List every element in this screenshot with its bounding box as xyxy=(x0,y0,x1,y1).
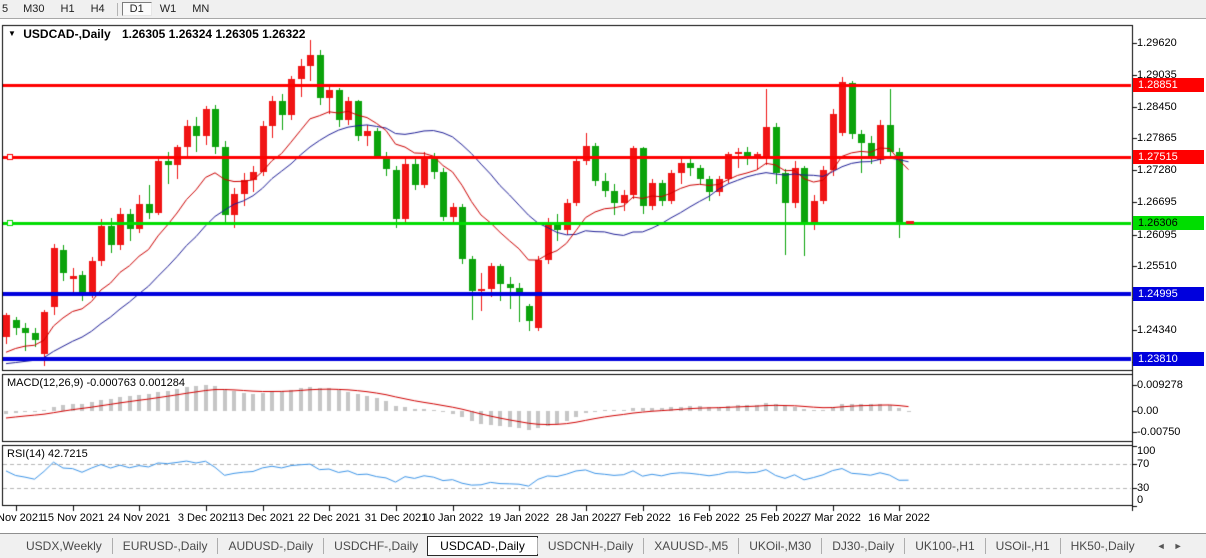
rsi-tick-label: 70 xyxy=(1137,458,1150,470)
date-axis-label: 22 Dec 2021 xyxy=(297,512,361,524)
tab-xauusd-m5[interactable]: XAUUSD-,M5 xyxy=(643,538,738,554)
price-tick-label: 1.29620 xyxy=(1137,37,1177,49)
date-axis-label: 15 Nov 2021 xyxy=(41,512,105,524)
price-tick-label: 1.27865 xyxy=(1137,132,1177,144)
date-axis-label: 19 Jan 2022 xyxy=(488,512,550,524)
price-level-badge: 1.27515 xyxy=(1133,150,1204,164)
chevron-down-icon[interactable]: ▼ xyxy=(8,29,16,38)
tab-usoil-h1[interactable]: USOil-,H1 xyxy=(984,538,1060,554)
macd-indicator-label: MACD(12,26,9) -0.000763 0.001284 xyxy=(7,377,185,389)
chart-ohlc-values: 1.26305 1.26324 1.26305 1.26322 xyxy=(121,27,306,41)
tab-usdcnh-daily[interactable]: USDCNH-,Daily xyxy=(536,538,643,554)
tab-scroll-left-icon[interactable]: ◄ xyxy=(1156,541,1166,551)
price-tick-label: 1.28450 xyxy=(1137,101,1177,113)
timeframe-d1-button[interactable]: D1 xyxy=(121,2,152,16)
rsi-tick-label: 30 xyxy=(1137,482,1150,494)
timeframe-m30-button[interactable]: M30 xyxy=(23,3,45,15)
price-tick-label: 1.24340 xyxy=(1137,324,1177,336)
rsi-indicator-label: RSI(14) 42.7215 xyxy=(7,448,88,460)
tab-hk50-daily[interactable]: HK50-,Daily xyxy=(1059,538,1145,554)
chart-symbol-label: USDCAD-,Daily xyxy=(23,27,111,41)
timeframe-h1-button[interactable]: H1 xyxy=(60,3,75,15)
timeframe-m5-button[interactable]: 5 xyxy=(2,3,9,15)
timeframe-mn-button[interactable]: MN xyxy=(192,3,210,15)
price-level-badge: 1.26306 xyxy=(1133,216,1204,230)
date-axis-label: 28 Jan 2022 xyxy=(555,512,617,524)
tab-audusd-daily[interactable]: AUDUSD-,Daily xyxy=(217,538,323,554)
tab-ukoil-m30[interactable]: UKOil-,M30 xyxy=(738,538,821,554)
rsi-tick-label: 0 xyxy=(1137,494,1144,506)
price-tick-label: 1.26095 xyxy=(1137,229,1177,241)
price-level-badge: 1.23810 xyxy=(1133,352,1204,366)
price-level-badge: 1.28851 xyxy=(1133,78,1204,92)
toolbar-separator xyxy=(116,2,118,16)
date-axis-label: 13 Dec 2021 xyxy=(231,512,295,524)
macd-tick-label: -0.00750 xyxy=(1137,426,1181,438)
date-axis-label: 10 Jan 2022 xyxy=(422,512,484,524)
date-axis-label: 3 Dec 2021 xyxy=(177,512,235,524)
date-axis-label: 16 Feb 2022 xyxy=(678,512,740,524)
tab-eurusd-daily[interactable]: EURUSD-,Daily xyxy=(111,538,218,554)
tab-usdchf-daily[interactable]: USDCHF-,Daily xyxy=(323,538,428,554)
tab-usdx-weekly[interactable]: USDX,Weekly xyxy=(26,539,102,553)
tab-uk100-h1[interactable]: UK100-,H1 xyxy=(904,538,984,554)
symbol-tab-bar: USDX,Weekly EURUSD-,Daily AUDUSD-,Daily … xyxy=(0,533,1206,558)
date-axis-label: 7 Mar 2022 xyxy=(805,512,861,524)
rsi-tick-label: 100 xyxy=(1137,445,1156,457)
timeframe-h4-button[interactable]: H4 xyxy=(90,3,105,15)
price-tick-label: 1.26695 xyxy=(1137,196,1177,208)
tab-dj30-daily[interactable]: DJ30-,Daily xyxy=(821,538,904,554)
price-tick-label: 1.27280 xyxy=(1137,164,1177,176)
tab-scroll-right-icon[interactable]: ► xyxy=(1173,541,1183,551)
chart-title: ▼ USDCAD-,Daily 1.26305 1.26324 1.26305 … xyxy=(8,27,305,41)
tab-usdcad-daily[interactable]: USDCAD-,Daily xyxy=(427,536,538,556)
price-level-badge: 1.24995 xyxy=(1133,287,1204,301)
date-axis-label: 25 Feb 2022 xyxy=(745,512,807,524)
timeframe-w1-button[interactable]: W1 xyxy=(159,3,177,15)
date-axis-label: 16 Mar 2022 xyxy=(868,512,930,524)
tab-scroll-arrows: ◄ ► xyxy=(1157,541,1183,551)
timeframe-toolbar: 5 M30 H1 H4 D1 W1 MN xyxy=(0,0,1206,19)
date-axis-label: 5 Nov 2021 xyxy=(0,512,45,524)
macd-tick-label: 0.009278 xyxy=(1137,379,1183,391)
date-axis-label: 24 Nov 2021 xyxy=(107,512,171,524)
macd-tick-label: 0.00 xyxy=(1137,405,1159,417)
price-tick-label: 1.25510 xyxy=(1137,260,1177,272)
date-axis-label: 7 Feb 2022 xyxy=(615,512,671,524)
date-axis-label: 31 Dec 2021 xyxy=(364,512,428,524)
